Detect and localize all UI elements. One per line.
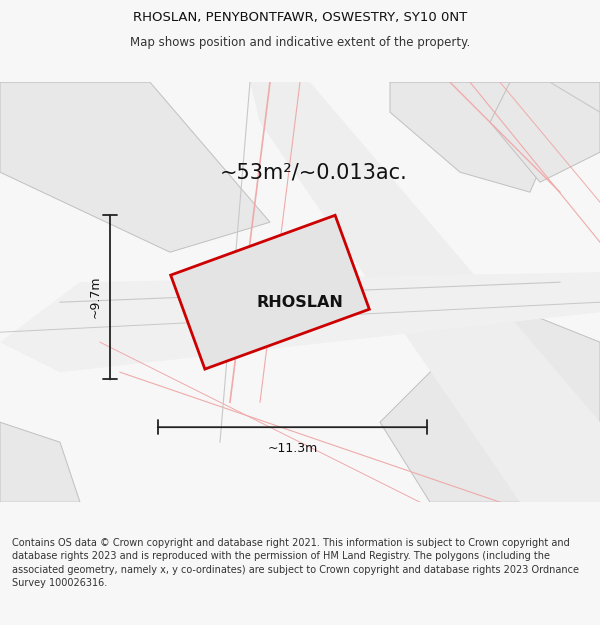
Text: Map shows position and indicative extent of the property.: Map shows position and indicative extent… <box>130 36 470 49</box>
Polygon shape <box>0 272 600 372</box>
Text: ~9.7m: ~9.7m <box>89 276 102 318</box>
Text: ~53m²/~0.013ac.: ~53m²/~0.013ac. <box>220 162 408 182</box>
Polygon shape <box>490 82 600 182</box>
Text: ~11.3m: ~11.3m <box>268 442 317 455</box>
Polygon shape <box>170 215 370 369</box>
Text: RHOSLAN, PENYBONTFAWR, OSWESTRY, SY10 0NT: RHOSLAN, PENYBONTFAWR, OSWESTRY, SY10 0N… <box>133 11 467 24</box>
Polygon shape <box>250 82 600 502</box>
Text: Contains OS data © Crown copyright and database right 2021. This information is : Contains OS data © Crown copyright and d… <box>12 538 579 588</box>
Polygon shape <box>0 82 270 252</box>
Polygon shape <box>0 422 80 502</box>
Polygon shape <box>380 302 600 502</box>
Text: RHOSLAN: RHOSLAN <box>257 294 343 309</box>
Polygon shape <box>390 82 560 192</box>
